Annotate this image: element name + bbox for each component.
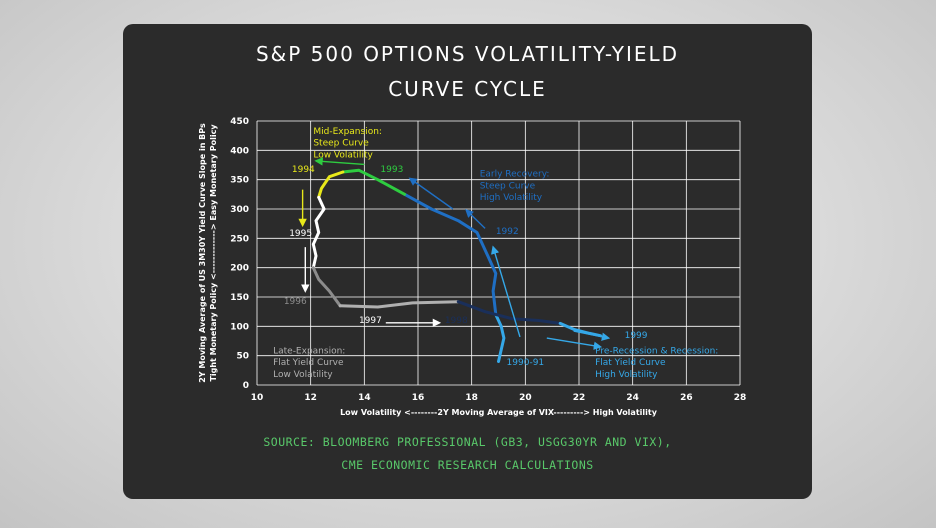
annotation-label: High Volatility bbox=[480, 193, 543, 203]
annotation-label: 1996 bbox=[284, 297, 307, 307]
annotation-arrows bbox=[298, 157, 611, 350]
series-lines bbox=[311, 168, 602, 363]
annotation-label: 1997 bbox=[359, 316, 382, 326]
annotation-label: 1995 bbox=[289, 229, 312, 239]
y-axis-label-line1: 2Y Moving Average of US 3M30Y Yield Curv… bbox=[198, 123, 207, 383]
x-tick-label: 28 bbox=[734, 393, 747, 403]
y-tick-label: 300 bbox=[230, 205, 249, 215]
annotation-label: Low Volatility bbox=[273, 370, 333, 380]
annotation-arrow bbox=[408, 177, 454, 210]
chart-card: S&P 500 OPTIONS VOLATILITY-YIELD CURVE C… bbox=[123, 24, 812, 499]
annotation-arrow bbox=[465, 209, 486, 229]
annotation-label: 1993 bbox=[380, 165, 403, 175]
series-line bbox=[338, 300, 460, 309]
annotation-label: 1994 bbox=[292, 165, 315, 175]
y-tick-label: 450 bbox=[230, 117, 249, 127]
annotation-label: Steep Curve bbox=[480, 181, 536, 191]
y-tick-label: 250 bbox=[230, 234, 249, 244]
x-axis-label: Low Volatility <--------2Y Moving Averag… bbox=[340, 408, 658, 417]
axis-ticks: 10 12 14 16 18 20 22 24 26 28 0 50 100 150 200 250 300 35… bbox=[230, 117, 746, 403]
series-line bbox=[456, 300, 562, 325]
y-tick-label: 200 bbox=[230, 264, 249, 274]
y-tick-label: 100 bbox=[230, 322, 249, 332]
y-tick-label: 350 bbox=[230, 176, 249, 186]
series-line bbox=[403, 192, 498, 317]
y-axis-label-line2: Tight Monetary Policy <-------------> Ea… bbox=[209, 124, 218, 382]
annotation-arrow bbox=[573, 330, 611, 341]
x-tick-label: 20 bbox=[519, 393, 532, 403]
x-tick-label: 18 bbox=[465, 393, 478, 403]
annotation-label: Low Volatility bbox=[313, 150, 373, 160]
annotation-label: Early Recovery: bbox=[480, 170, 550, 180]
annotation-label: 1998 bbox=[445, 316, 468, 326]
chart-title-line1: S&P 500 OPTIONS VOLATILITY-YIELD bbox=[255, 42, 680, 66]
y-tick-label: 150 bbox=[230, 293, 249, 303]
annotation-label: Steep Curve bbox=[313, 139, 369, 149]
series-line bbox=[311, 195, 326, 270]
x-tick-label: 26 bbox=[680, 393, 693, 403]
annotation-label: High Volatility bbox=[595, 370, 658, 380]
annotation-arrow bbox=[314, 157, 365, 166]
series-line bbox=[311, 266, 342, 308]
source-line1: SOURCE: BLOOMBERG PROFESSIONAL (GB3, USG… bbox=[263, 435, 672, 449]
series-line bbox=[341, 168, 407, 196]
annotation-label: Flat Yield Curve bbox=[273, 358, 344, 368]
series-line bbox=[317, 170, 345, 199]
series-line bbox=[494, 313, 506, 363]
y-tick-label: 50 bbox=[236, 352, 249, 362]
x-tick-label: 14 bbox=[358, 393, 371, 403]
x-tick-label: 22 bbox=[573, 393, 586, 403]
annotation-arrow bbox=[491, 245, 521, 338]
chart-title-line2: CURVE CYCLE bbox=[388, 77, 547, 101]
annotation-label: Mid-Expansion: bbox=[313, 127, 382, 137]
annotation-label: 1992 bbox=[496, 227, 519, 237]
annotation-label: Pre-Recession & Recession: bbox=[595, 346, 718, 356]
x-tick-label: 16 bbox=[412, 393, 425, 403]
y-tick-label: 0 bbox=[243, 381, 249, 391]
x-tick-label: 12 bbox=[304, 393, 317, 403]
source-line2: CME ECONOMIC RESEARCH CALCULATIONS bbox=[341, 458, 594, 472]
volatility-yield-chart: 10 12 14 16 18 20 22 24 26 28 0 50 100 150 200 250 300 35… bbox=[198, 117, 746, 417]
annotation-label: Late-Expansion: bbox=[273, 346, 345, 356]
series-line bbox=[558, 321, 602, 338]
annotation-label: Flat Yield Curve bbox=[595, 358, 666, 368]
x-tick-label: 24 bbox=[626, 393, 639, 403]
annotation-label: 1990-91 bbox=[507, 358, 545, 368]
y-tick-label: 400 bbox=[230, 146, 249, 156]
annotation-arrow bbox=[546, 337, 603, 350]
x-tick-label: 10 bbox=[251, 393, 264, 403]
annotation-label: 1999 bbox=[625, 331, 648, 341]
